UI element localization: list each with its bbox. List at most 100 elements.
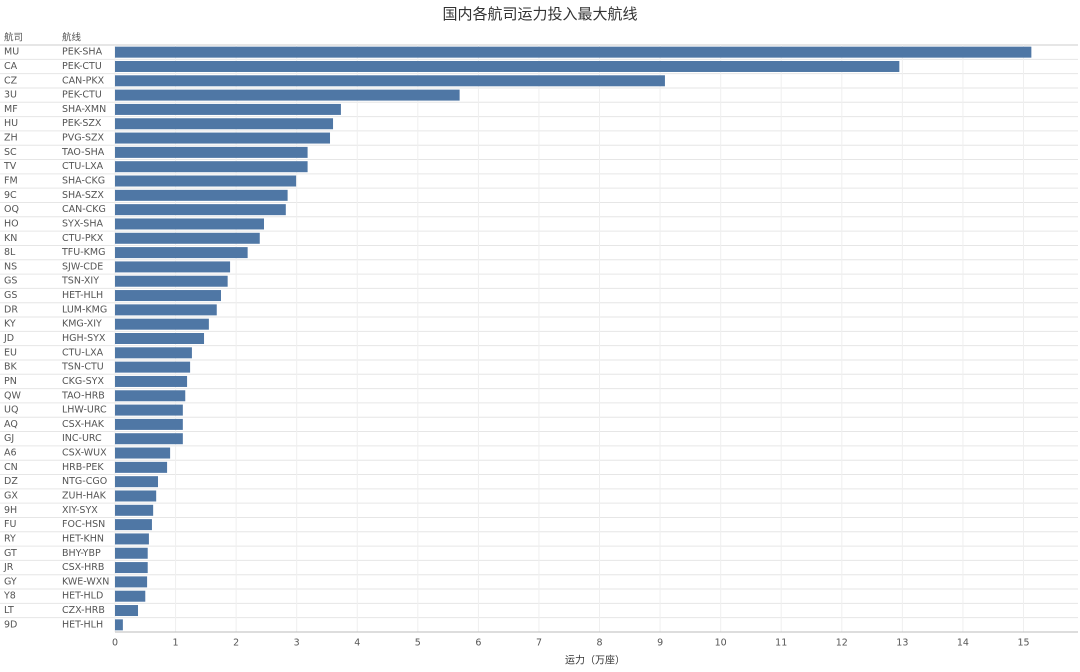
- x-tick-label: 15: [1017, 638, 1029, 649]
- bar: [115, 118, 334, 130]
- x-tick-label: 12: [836, 638, 848, 649]
- x-tick-label: 10: [715, 638, 727, 649]
- airline-label: MF: [4, 104, 18, 115]
- row-header: 航司: [4, 32, 23, 44]
- airline-label: MU: [4, 47, 19, 58]
- airline-label: CA: [4, 61, 18, 72]
- y-tick-label: NTG-CGO: [62, 476, 107, 487]
- bar: [115, 290, 221, 302]
- bar: [115, 232, 260, 244]
- bar: [115, 318, 209, 330]
- bar: [115, 89, 460, 101]
- bar: [115, 605, 139, 617]
- bar: [115, 576, 148, 588]
- bar: [115, 619, 123, 631]
- bar: [115, 333, 205, 344]
- airline-label: 9H: [4, 505, 17, 516]
- y-tick-label: CTU-PKX: [62, 233, 104, 244]
- y-tick-label: SHA-CKG: [62, 176, 105, 187]
- y-tick-label: KWE-WXN: [62, 576, 109, 587]
- airline-label: FU: [4, 519, 16, 530]
- airline-label: GJ: [4, 433, 14, 444]
- y-tick-label: PEK-CTU: [62, 61, 102, 72]
- bar: [115, 60, 900, 72]
- airline-label: NS: [4, 261, 17, 272]
- airline-label: EU: [4, 347, 17, 358]
- y-tick-label: CSX-WUX: [62, 448, 107, 459]
- airline-label: GX: [4, 490, 18, 501]
- chart-title: 国内各航司运力投入最大航线: [442, 5, 637, 23]
- bar: [115, 476, 159, 488]
- y-tick-label: HGH-SYX: [62, 333, 106, 344]
- bar: [115, 103, 341, 115]
- bar: [115, 562, 148, 574]
- x-tick-label: 8: [597, 638, 603, 649]
- airline-label: DR: [4, 304, 18, 315]
- airline-label: AQ: [4, 419, 18, 430]
- airline-label: CN: [4, 462, 18, 473]
- bar: [115, 519, 152, 531]
- airline-label: TV: [3, 161, 17, 172]
- airline-label: 9C: [4, 190, 17, 201]
- bar: [115, 375, 188, 387]
- bar: [115, 504, 154, 516]
- bar: [115, 590, 146, 602]
- y-tick-label: CAN-CKG: [62, 204, 106, 215]
- x-tick-label: 3: [294, 638, 300, 649]
- bar: [115, 175, 297, 187]
- y-tick-label: CZX-HRB: [62, 605, 105, 616]
- y-tick-label: PEK-CTU: [62, 90, 102, 101]
- airline-label: RY: [4, 533, 16, 544]
- y-tick-label: HRB-PEK: [62, 462, 104, 473]
- y-tick-label: FOC-HSN: [62, 519, 105, 530]
- bar: [115, 46, 1032, 58]
- y-tick-label: SHA-SZX: [62, 190, 104, 201]
- bar: [115, 347, 192, 359]
- y-tick-label: CSX-HRB: [62, 562, 104, 573]
- x-tick-label: 14: [957, 638, 969, 649]
- y-tick-label: LHW-URC: [62, 405, 107, 416]
- airline-label: KY: [4, 319, 16, 330]
- airline-label: 9D: [4, 619, 17, 630]
- airline-label: PN: [4, 376, 17, 387]
- y-tick-label: HET-HLH: [62, 619, 103, 630]
- bar: [115, 490, 157, 502]
- airline-label: CZ: [4, 75, 18, 86]
- bar: [115, 361, 191, 373]
- x-tick-label: 2: [233, 638, 239, 649]
- x-tick-label: 0: [112, 638, 118, 649]
- bar: [115, 418, 183, 430]
- x-tick-label: 7: [536, 638, 542, 649]
- airline-label: FM: [4, 176, 18, 187]
- y-tick-label: HET-HLH: [62, 290, 103, 301]
- y-tick-label: ZUH-HAK: [62, 490, 107, 501]
- airline-label: A6: [4, 448, 17, 459]
- y-tick-label: BHY-YBP: [62, 548, 101, 559]
- y-tick-label: LUM-KMG: [62, 304, 107, 315]
- bar: [115, 189, 288, 201]
- bar: [115, 390, 186, 402]
- bar: [115, 533, 149, 545]
- airline-label: GY: [4, 576, 17, 587]
- x-axis-title: 运力（万座）: [565, 654, 625, 667]
- y-tick-label: CSX-HAK: [62, 419, 105, 430]
- bar: [115, 447, 171, 459]
- y-tick-label: TSN-CTU: [61, 362, 104, 373]
- y-tick-label: TSN-XIY: [61, 276, 99, 287]
- airline-label: JR: [3, 562, 14, 573]
- y-tick-label: CAN-PKX: [62, 75, 105, 86]
- airline-label: GS: [4, 290, 17, 301]
- airline-label: OQ: [4, 204, 19, 215]
- airline-label: GS: [4, 276, 17, 287]
- bar: [115, 304, 217, 316]
- y-tick-label: SJW-CDE: [62, 261, 103, 272]
- airline-label: JD: [3, 333, 14, 344]
- airline-label: LT: [4, 605, 14, 616]
- airline-label: SC: [4, 147, 17, 158]
- y-tick-label: INC-URC: [62, 433, 102, 444]
- airline-label: HU: [4, 118, 18, 129]
- y-tick-label: TFU-KMG: [61, 247, 105, 258]
- y-tick-label: SYX-SHA: [62, 218, 103, 229]
- x-tick-label: 1: [173, 638, 179, 649]
- bar: [115, 261, 231, 273]
